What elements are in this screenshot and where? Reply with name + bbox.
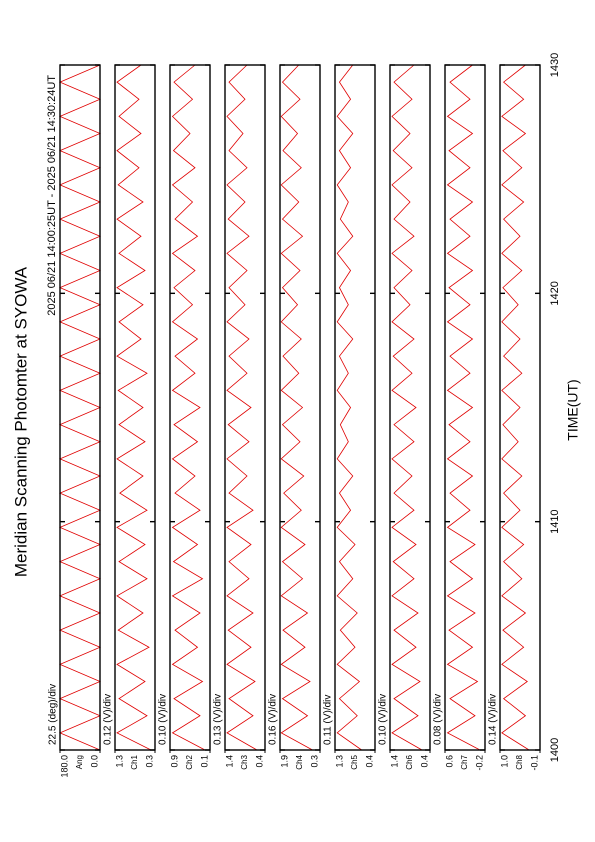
x-tick-label: 1410 bbox=[549, 509, 561, 533]
scale-label: 0.10 (V)/div bbox=[158, 694, 169, 745]
panel-frame bbox=[444, 64, 486, 751]
panel-frame bbox=[114, 64, 156, 751]
scale-label: 0.08 (V)/div bbox=[433, 694, 444, 745]
chart-subtitle: 2025 06/21 14:00:25UT - 2025 06/21 14:30… bbox=[46, 75, 58, 316]
panel-frame bbox=[279, 64, 321, 751]
panel-frame bbox=[389, 64, 431, 751]
chart-title: Meridian Scanning Photomter at SYOWA bbox=[11, 266, 30, 577]
y-tick-label: 0.4 bbox=[254, 755, 264, 768]
signal-line bbox=[116, 64, 152, 751]
x-tick-label: 1430 bbox=[549, 53, 561, 77]
signal-line bbox=[501, 64, 530, 751]
scale-label: 0.16 (V)/div bbox=[268, 694, 279, 745]
panel-frame bbox=[169, 64, 211, 751]
scale-label: 0.13 (V)/div bbox=[213, 694, 224, 745]
y-tick-label: 1.3 bbox=[114, 755, 124, 768]
scale-label: 0.11 (V)/div bbox=[323, 695, 334, 745]
scale-label: 22.5 (deg)/div bbox=[48, 684, 59, 745]
y-tick-label: 1.4 bbox=[389, 755, 399, 768]
channel-name: Ch8 bbox=[515, 754, 524, 769]
signal-line bbox=[58, 64, 102, 751]
signal-line bbox=[280, 64, 313, 751]
y-tick-label: 1.9 bbox=[279, 755, 289, 768]
y-tick-label: 0.6 bbox=[444, 755, 454, 768]
y-tick-label: 0.4 bbox=[364, 755, 374, 768]
y-tick-label: 1.3 bbox=[334, 755, 344, 768]
y-tick-label: -0.2 bbox=[474, 755, 484, 771]
channel-name: Ch3 bbox=[240, 754, 249, 769]
y-tick-label: -0.1 bbox=[529, 755, 539, 771]
panel-frame bbox=[334, 64, 376, 751]
y-tick-label: 0.3 bbox=[144, 755, 154, 768]
channel-name: Ang bbox=[75, 755, 84, 769]
signal-line bbox=[171, 64, 206, 751]
channel-name: Ch4 bbox=[295, 754, 304, 769]
y-tick-label: 1.4 bbox=[224, 755, 234, 768]
panel-frame bbox=[59, 64, 101, 751]
signal-line bbox=[446, 64, 481, 751]
channel-name: Ch6 bbox=[405, 754, 414, 769]
signal-line bbox=[336, 64, 362, 751]
y-tick-label: 0.0 bbox=[89, 755, 99, 768]
signal-line bbox=[391, 64, 423, 751]
panel-frame bbox=[499, 64, 541, 751]
channel-name: Ch7 bbox=[460, 754, 469, 769]
x-axis-label: TIME(UT) bbox=[565, 379, 581, 440]
scale-label: 0.10 (V)/div bbox=[378, 694, 389, 745]
y-tick-label: 180.0 bbox=[59, 755, 69, 778]
signal-line bbox=[226, 64, 258, 751]
channel-name: Ch2 bbox=[185, 754, 194, 769]
scale-label: 0.14 (V)/div bbox=[488, 694, 499, 745]
y-tick-label: 0.9 bbox=[169, 755, 179, 768]
scale-label: 0.12 (V)/div bbox=[103, 694, 114, 745]
channel-name: Ch1 bbox=[130, 754, 139, 769]
x-tick-label: 1400 bbox=[549, 738, 561, 762]
y-tick-label: 0.1 bbox=[199, 755, 209, 768]
y-tick-label: 1.0 bbox=[499, 755, 509, 768]
channel-name: Ch5 bbox=[350, 754, 359, 769]
panel-frame bbox=[224, 64, 266, 751]
x-tick-label: 1420 bbox=[549, 281, 561, 305]
y-tick-label: 0.3 bbox=[309, 755, 319, 768]
y-tick-label: 0.4 bbox=[419, 755, 429, 768]
